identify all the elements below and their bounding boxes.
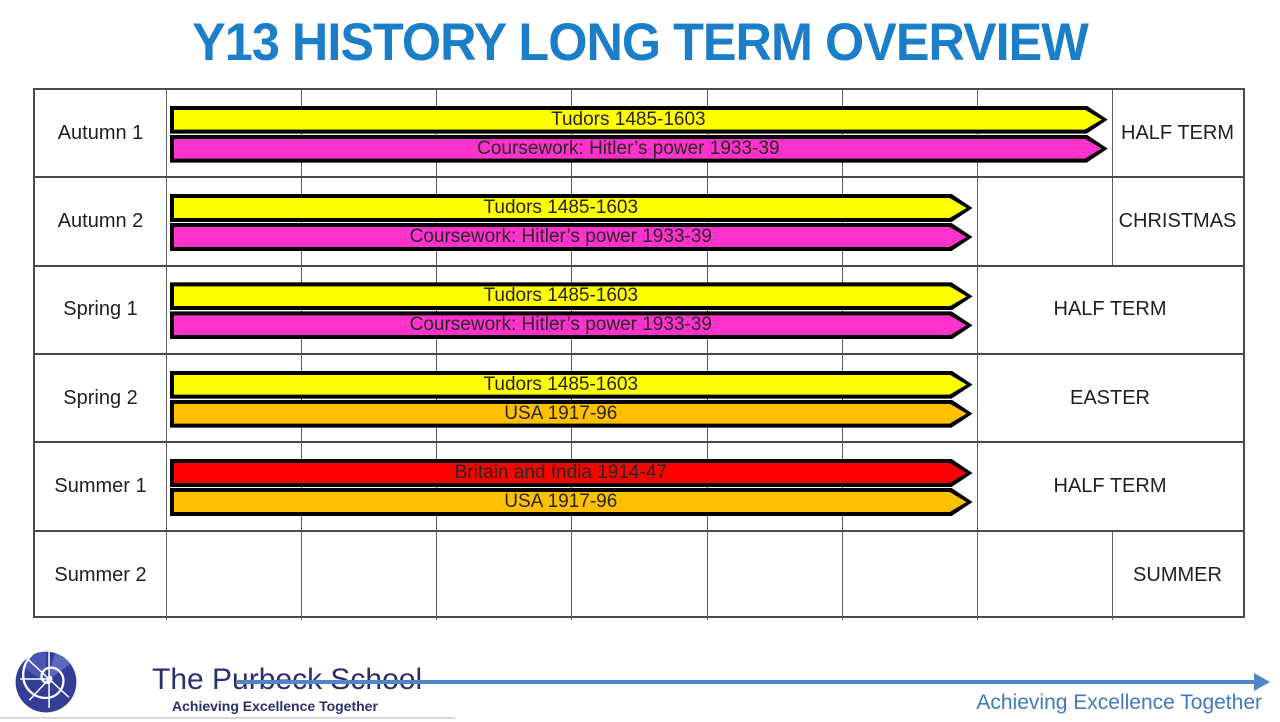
unit-bar-label: USA 1917-96 bbox=[504, 490, 618, 512]
unit-bars: Tudors 1485-1603 USA 1917-96 bbox=[170, 371, 973, 429]
term-break-label: SUMMER bbox=[1133, 564, 1222, 587]
unit-arrow-fill bbox=[174, 315, 967, 335]
row-label: Autumn 2 bbox=[57, 209, 144, 232]
unit-arrow-bar: Coursework: Hitler’s power 1933-39 bbox=[170, 135, 1108, 163]
term-break-label: EASTER bbox=[1069, 386, 1151, 409]
row-label: Spring 1 bbox=[63, 298, 138, 321]
row-label: Autumn 1 bbox=[57, 121, 144, 144]
unit-bar-label: Britain and India 1914-47 bbox=[454, 461, 667, 483]
grid-line bbox=[571, 531, 572, 620]
table-row: Autumn 1 Tudors 1485-1603 Coursework: Hitl… bbox=[35, 90, 1243, 179]
unit-arrow-bar: Coursework: Hitler’s power 1933-39 bbox=[170, 311, 973, 339]
table-row: Spring 2 Tudors 1485-1603 USA 1917-96 EASTE… bbox=[35, 354, 1243, 444]
arrow-right-icon bbox=[1254, 673, 1270, 691]
grid-line bbox=[1112, 90, 1113, 177]
unit-arrow-bar: Tudors 1485-1603 bbox=[170, 282, 973, 310]
unit-arrow-fill bbox=[174, 110, 1102, 130]
unit-bar-label: Tudors 1485-1603 bbox=[483, 373, 639, 395]
unit-bar-label: Tudors 1485-1603 bbox=[483, 196, 639, 218]
grid-line bbox=[301, 531, 302, 620]
unit-arrow-bar: USA 1917-96 bbox=[170, 488, 973, 516]
school-name: The Purbeck School bbox=[152, 663, 422, 696]
table-row: Autumn 2 Tudors 1485-1603 Coursework: Hitl… bbox=[35, 178, 1243, 267]
table-row: Summer 2 SUMMER bbox=[35, 531, 1243, 620]
unit-arrow-bar: USA 1917-96 bbox=[170, 400, 973, 428]
grid-line bbox=[977, 178, 978, 265]
school-logo-nautilus-icon bbox=[8, 641, 84, 722]
unit-bars: Tudors 1485-1603 Coursework: Hitler’s pow… bbox=[170, 194, 973, 252]
unit-arrow-bar: Tudors 1485-1603 bbox=[170, 371, 973, 399]
grid-line bbox=[977, 443, 978, 530]
footer-divider-line bbox=[237, 680, 1256, 684]
row-label: Summer 2 bbox=[54, 564, 147, 587]
unit-arrow-fill bbox=[174, 463, 967, 483]
grid-line bbox=[977, 531, 978, 620]
unit-arrow-fill bbox=[174, 404, 967, 424]
grid-line bbox=[1112, 178, 1113, 265]
grid-line bbox=[166, 354, 167, 442]
unit-bar-label: USA 1917-96 bbox=[504, 402, 618, 424]
unit-bars: Tudors 1485-1603 Coursework: Hitler’s pow… bbox=[170, 282, 973, 340]
unit-bar-label: Coursework: Hitler’s power 1933-39 bbox=[409, 225, 712, 247]
row-label: Spring 2 bbox=[63, 386, 138, 409]
grid-line bbox=[977, 266, 978, 353]
unit-arrow-bar: Coursework: Hitler’s power 1933-39 bbox=[170, 223, 973, 251]
unit-bar-label: Tudors 1485-1603 bbox=[551, 108, 706, 130]
unit-bar-label: Coursework: Hitler’s power 1933-39 bbox=[409, 314, 712, 336]
grid-line bbox=[436, 531, 437, 620]
unit-arrow-bar: Britain and India 1914-47 bbox=[170, 459, 973, 487]
grid-line bbox=[707, 531, 708, 620]
unit-arrow-fill bbox=[174, 227, 967, 247]
grid-line bbox=[166, 531, 167, 620]
unit-arrow-fill bbox=[174, 375, 967, 395]
grid-line bbox=[166, 90, 167, 177]
unit-arrow-fill bbox=[174, 492, 967, 512]
footer-motto: Achieving Excellence Together bbox=[976, 691, 1262, 714]
row-label: Summer 1 bbox=[54, 474, 147, 497]
unit-bar-label: Coursework: Hitler’s power 1933-39 bbox=[477, 137, 780, 159]
unit-arrow-fill bbox=[174, 198, 967, 218]
unit-arrow-fill bbox=[174, 286, 967, 306]
table-row: Spring 1 Tudors 1485-1603 Coursework: Hitl… bbox=[35, 266, 1243, 355]
grid-line bbox=[166, 443, 167, 530]
grid-line bbox=[166, 178, 167, 265]
term-break-label: HALF TERM bbox=[1121, 121, 1234, 144]
grid-line bbox=[977, 354, 978, 442]
school-tagline: Achieving Excellence Together bbox=[172, 698, 378, 714]
term-break-label: HALF TERM bbox=[1053, 298, 1167, 321]
footer-gray-line bbox=[0, 717, 455, 719]
grid-line bbox=[842, 531, 843, 620]
page-title: Y13 HISTORY LONG TERM OVERVIEW bbox=[192, 13, 1089, 72]
unit-arrow-fill bbox=[174, 139, 1102, 159]
unit-bars: Britain and India 1914-47 USA 1917-96 bbox=[170, 459, 973, 517]
unit-bars: Tudors 1485-1603 Coursework: Hitler’s pow… bbox=[170, 106, 1108, 164]
unit-bar-label: Tudors 1485-1603 bbox=[483, 285, 639, 307]
grid-line bbox=[1112, 531, 1113, 620]
unit-arrow-bar: Tudors 1485-1603 bbox=[170, 106, 1108, 134]
unit-arrow-bar: Tudors 1485-1603 bbox=[170, 194, 973, 222]
term-break-label: CHRISTMAS bbox=[1118, 209, 1237, 232]
grid-line bbox=[166, 266, 167, 353]
table-row: Summer 1 Britain and India 1914-47 USA 191… bbox=[35, 443, 1243, 532]
term-break-label: HALF TERM bbox=[1053, 474, 1167, 497]
term-overview-table: Autumn 1 Tudors 1485-1603 Coursework: Hitl… bbox=[33, 88, 1245, 620]
